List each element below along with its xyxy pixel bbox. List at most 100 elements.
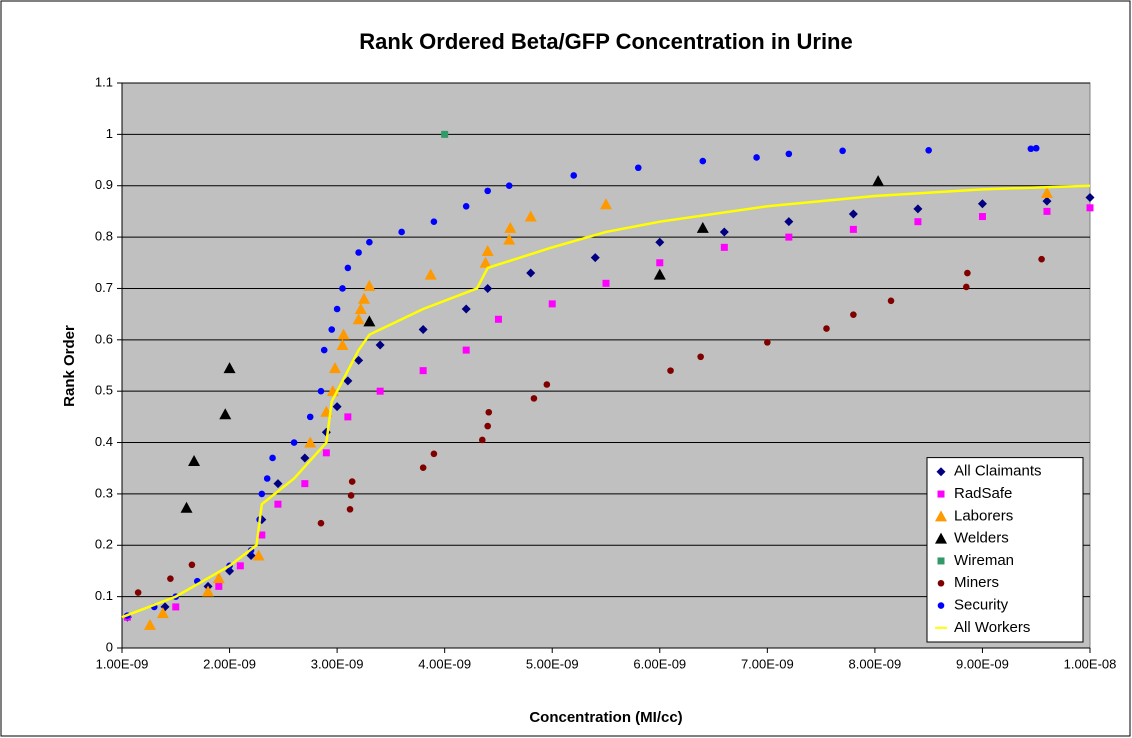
point [784,217,794,227]
point [322,449,330,457]
y-tick-label: 0.8 [95,229,113,244]
point [258,490,266,498]
point [462,346,470,354]
point [462,202,470,210]
series [143,186,1053,630]
y-tick-label: 0.3 [95,485,113,500]
y-tick-label: 0 [106,639,113,654]
point [964,269,971,277]
point [1086,204,1094,212]
legend-marker [937,490,945,498]
point [202,585,215,597]
point [503,233,516,245]
point [699,157,707,165]
point [263,475,271,482]
point [1085,193,1095,203]
point [273,479,283,489]
point [494,315,502,323]
legend-label: All Workers [954,619,1030,636]
point [719,227,729,237]
y-tick-label: 1.1 [95,74,113,89]
point [764,339,771,346]
point [753,154,760,161]
point [188,455,201,467]
point [363,315,376,327]
point [925,146,932,154]
point [720,243,728,251]
point [290,439,298,446]
point [354,303,367,314]
point [914,218,922,226]
point [143,618,156,630]
x-tick-label: 7.00E-09 [741,656,794,671]
point [524,210,537,222]
point [328,326,336,333]
point [913,204,923,214]
point [215,582,223,590]
x-tick-label: 8.00E-09 [849,656,902,671]
y-tick-label: 1 [106,126,113,141]
legend-marker [935,532,947,544]
point [301,480,309,488]
x-tick-label: 1.00E-08 [1064,656,1117,671]
point [849,225,857,233]
series [180,175,885,513]
point [424,268,437,280]
point [188,561,196,569]
point [419,367,427,375]
point [300,453,310,463]
point [548,300,556,308]
point [656,259,664,267]
point [484,187,491,195]
point [343,376,353,386]
point [504,221,517,233]
point [346,506,354,513]
point [274,500,282,508]
point [530,395,538,402]
point [977,199,987,209]
y-tick-label: 0.1 [95,588,113,603]
point [317,387,325,395]
point [823,325,830,332]
point [347,492,355,499]
point [441,130,449,138]
x-tick-label: 5.00E-09 [526,656,579,671]
point [320,346,328,354]
point [332,402,342,412]
point [336,338,349,350]
point [398,228,405,236]
point [543,381,551,388]
point [236,562,244,570]
x-tick-label: 1.00E-09 [96,656,149,671]
legend-marker [937,602,945,609]
legend-label: Wireman [954,552,1014,569]
y-tick-label: 0.2 [95,537,113,552]
point [354,355,364,365]
legend: All Claimants RadSafe Laborers Welders Wirem… [926,457,1084,643]
x-tick-label: 4.00E-09 [418,656,471,671]
y-tick-label: 0.7 [95,280,113,295]
point [317,519,325,527]
point [1043,207,1051,215]
legend-marker [937,557,945,565]
point [505,182,513,190]
point [225,566,235,576]
point [258,531,266,539]
point [848,209,858,219]
point [461,304,471,314]
legend-label: Miners [954,574,999,591]
point [481,244,494,256]
point [219,408,232,420]
series [124,144,1040,619]
point [339,285,346,292]
point [839,147,846,155]
point [600,198,612,210]
point [785,233,793,241]
series [441,130,449,138]
point [344,264,352,272]
point [430,218,438,225]
point [570,172,578,179]
point [850,311,857,318]
